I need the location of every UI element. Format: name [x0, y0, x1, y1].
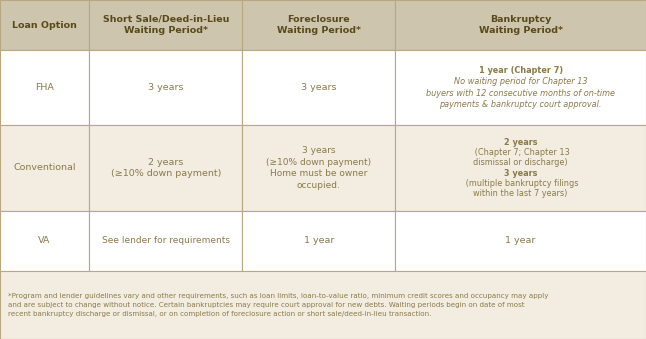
Bar: [89, 50, 242, 125]
Text: 1 year: 1 year: [505, 236, 536, 245]
Bar: [395, 0, 646, 50]
Bar: [395, 211, 646, 271]
Bar: [242, 50, 395, 125]
Text: 3 years
(≥10% down payment)
Home must be owner
occupied.: 3 years (≥10% down payment) Home must be…: [266, 146, 371, 190]
Text: (multiple bankruptcy filings: (multiple bankruptcy filings: [463, 179, 578, 188]
Text: within the last 7 years): within the last 7 years): [474, 189, 568, 198]
Text: *Program and lender guidelines vary and other requirements, such as loan limits,: *Program and lender guidelines vary and …: [8, 293, 548, 317]
Bar: [242, 125, 395, 211]
Bar: [395, 50, 646, 125]
Bar: [0, 125, 89, 211]
Bar: [395, 125, 646, 211]
Bar: [89, 0, 242, 50]
Text: VA: VA: [38, 236, 51, 245]
Text: 1 year (Chapter 7): 1 year (Chapter 7): [479, 66, 563, 75]
Text: FHA: FHA: [35, 83, 54, 92]
Bar: [242, 0, 395, 50]
Text: Conventional: Conventional: [14, 163, 76, 173]
Text: Loan Option: Loan Option: [12, 21, 77, 29]
Text: (Chapter 7; Chapter 13: (Chapter 7; Chapter 13: [472, 148, 570, 157]
Text: buyers with 12 consecutive months of on-time: buyers with 12 consecutive months of on-…: [426, 88, 615, 98]
Bar: [0, 271, 646, 339]
Text: 2 years
(≥10% down payment): 2 years (≥10% down payment): [110, 158, 221, 178]
Text: Bankruptcy
Waiting Period*: Bankruptcy Waiting Period*: [479, 15, 563, 35]
Bar: [242, 211, 395, 271]
Text: dismissal or discharge): dismissal or discharge): [474, 158, 568, 167]
Bar: [0, 211, 89, 271]
Text: No waiting period for Chapter 13: No waiting period for Chapter 13: [454, 77, 587, 86]
Text: 1 year: 1 year: [304, 236, 334, 245]
Text: Short Sale/Deed-in-Lieu
Waiting Period*: Short Sale/Deed-in-Lieu Waiting Period*: [103, 15, 229, 35]
Bar: [0, 0, 89, 50]
Bar: [0, 50, 89, 125]
Text: 3 years: 3 years: [148, 83, 183, 92]
Text: See lender for requirements: See lender for requirements: [101, 236, 230, 245]
Bar: [89, 125, 242, 211]
Text: Foreclosure
Waiting Period*: Foreclosure Waiting Period*: [276, 15, 361, 35]
Text: 3 years: 3 years: [301, 83, 337, 92]
Text: 2 years: 2 years: [504, 138, 537, 147]
Text: payments & bankruptcy court approval.: payments & bankruptcy court approval.: [439, 100, 602, 109]
Bar: [89, 211, 242, 271]
Text: 3 years: 3 years: [504, 168, 537, 178]
